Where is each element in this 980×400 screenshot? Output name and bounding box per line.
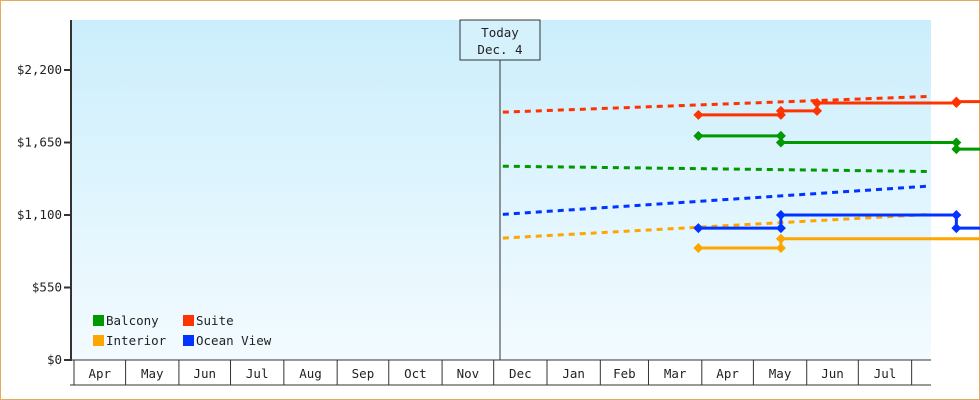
interior-point (693, 242, 704, 253)
legend-label: Ocean View (196, 333, 272, 348)
balcony-point (775, 137, 786, 148)
suite-forecast-line (502, 94, 931, 114)
plot-area (71, 20, 931, 360)
y-axis: $0 $550 $1,100 $1,650 $2,200 (17, 20, 72, 367)
suite-point (951, 96, 962, 107)
today-marker: Today Dec. 4 (459, 19, 541, 360)
x-tick-label: Jun (821, 366, 844, 381)
y-tick-label: $0 (47, 352, 62, 367)
suite-point (812, 97, 823, 108)
y-tick-label: $550 (32, 280, 62, 295)
x-tick-label: Jan (562, 366, 585, 381)
suite-point (693, 109, 704, 120)
ocean-view-point (951, 223, 962, 234)
legend-swatch (183, 335, 194, 346)
x-tick-label: Jul (246, 366, 269, 381)
today-label: Today (481, 25, 519, 40)
x-tick-label: May (141, 366, 164, 381)
interior-point (775, 242, 786, 253)
x-tick-label: Mar (664, 366, 687, 381)
suite-point (775, 105, 786, 116)
legend-label: Balcony (106, 313, 159, 328)
ocean-view-point (775, 210, 786, 220)
legend-swatch (93, 335, 104, 346)
y-tick-label: $1,650 (17, 135, 62, 150)
x-tick-label: Nov (457, 366, 480, 381)
balcony-point (951, 144, 962, 155)
balcony-point (775, 130, 786, 141)
x-tick-label: Oct (404, 366, 427, 381)
ocean-view-point (693, 223, 704, 234)
legend-swatch (183, 315, 194, 326)
balcony-point (693, 130, 704, 141)
today-date: Dec. 4 (477, 42, 522, 57)
interior-forecast-line (502, 212, 931, 240)
x-tick-label: Feb (613, 366, 636, 381)
balcony-forecast-line (502, 164, 931, 173)
today-box (459, 19, 541, 61)
suite-history-line (698, 100, 980, 117)
x-tick-label: Apr (89, 366, 112, 381)
y-tick-label: $2,200 (17, 62, 62, 77)
x-tick-label: May (769, 366, 792, 381)
legend-label: Interior (106, 333, 167, 348)
suite-point (812, 105, 823, 116)
interior-point (775, 233, 786, 244)
legend: Balcony Suite Interior Ocean View (93, 313, 272, 348)
series-group (502, 94, 980, 253)
ocean-view-point (775, 223, 786, 234)
x-tick-label: Jun (193, 366, 216, 381)
ocean-view-forecast-line (502, 184, 931, 216)
balcony-point (951, 137, 962, 148)
legend-label: Suite (196, 313, 234, 328)
y-tick-label: $1,100 (17, 207, 62, 222)
ocean-view-point (951, 210, 962, 220)
x-tick-label: Jul (874, 366, 897, 381)
legend-swatch (93, 315, 104, 326)
x-tick-label: Sep (352, 366, 375, 381)
x-axis: Apr May Jun Jul Aug Sep Oct Nov Dec Jan Feb Mar Apr M… (70, 359, 931, 386)
x-tick-label: Apr (716, 366, 739, 381)
x-tick-label: Dec (509, 366, 532, 381)
x-tick-label: Aug (299, 366, 322, 381)
